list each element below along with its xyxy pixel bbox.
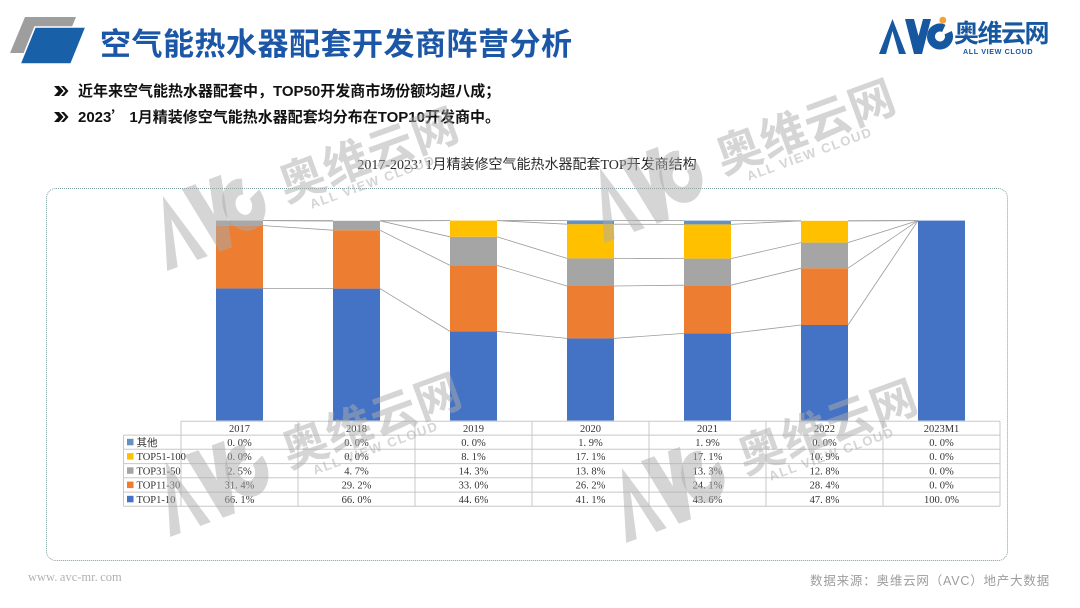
svg-text:47. 8%: 47. 8%	[810, 495, 840, 506]
svg-text:8. 1%: 8. 1%	[461, 452, 486, 463]
svg-text:0. 0%: 0. 0%	[929, 481, 954, 492]
svg-text:TOP51-100: TOP51-100	[137, 452, 186, 463]
svg-text:44. 6%: 44. 6%	[459, 495, 489, 506]
svg-text:0. 0%: 0. 0%	[344, 438, 369, 449]
svg-text:0. 0%: 0. 0%	[344, 452, 369, 463]
svg-text:0. 0%: 0. 0%	[929, 438, 954, 449]
svg-text:28. 4%: 28. 4%	[810, 481, 840, 492]
svg-text:2022: 2022	[814, 424, 835, 435]
svg-text:2023M1: 2023M1	[924, 424, 960, 435]
svg-text:29. 2%: 29. 2%	[342, 481, 372, 492]
svg-text:33. 0%: 33. 0%	[459, 481, 489, 492]
svg-text:10. 9%: 10. 9%	[810, 452, 840, 463]
svg-text:4. 7%: 4. 7%	[344, 466, 369, 477]
svg-text:0. 0%: 0. 0%	[812, 438, 837, 449]
svg-text:2018: 2018	[346, 424, 367, 435]
svg-text:1. 9%: 1. 9%	[695, 438, 720, 449]
svg-text:66. 1%: 66. 1%	[225, 495, 255, 506]
svg-text:17. 1%: 17. 1%	[693, 452, 723, 463]
svg-text:26. 2%: 26. 2%	[576, 481, 606, 492]
svg-text:2. 5%: 2. 5%	[227, 466, 252, 477]
svg-text:0. 0%: 0. 0%	[461, 438, 486, 449]
svg-text:100. 0%: 100. 0%	[924, 495, 959, 506]
svg-text:0. 0%: 0. 0%	[929, 466, 954, 477]
svg-text:0. 0%: 0. 0%	[227, 438, 252, 449]
svg-text:1. 9%: 1. 9%	[578, 438, 603, 449]
svg-text:0. 0%: 0. 0%	[929, 452, 954, 463]
svg-text:17. 1%: 17. 1%	[576, 452, 606, 463]
svg-text:TOP31-50: TOP31-50	[137, 466, 181, 477]
svg-text:2019: 2019	[463, 424, 484, 435]
svg-text:14. 3%: 14. 3%	[459, 466, 489, 477]
svg-text:TOP1-10: TOP1-10	[137, 495, 176, 506]
svg-text:其他: 其他	[137, 436, 158, 449]
svg-text:12. 8%: 12. 8%	[810, 466, 840, 477]
svg-text:TOP11-30: TOP11-30	[137, 481, 181, 492]
svg-text:41. 1%: 41. 1%	[576, 495, 606, 506]
svg-text:13. 3%: 13. 3%	[693, 466, 723, 477]
svg-text:13. 8%: 13. 8%	[576, 466, 606, 477]
svg-text:2017: 2017	[229, 424, 250, 435]
svg-text:2020: 2020	[580, 424, 601, 435]
svg-text:2021: 2021	[697, 424, 718, 435]
svg-text:66. 0%: 66. 0%	[342, 495, 372, 506]
